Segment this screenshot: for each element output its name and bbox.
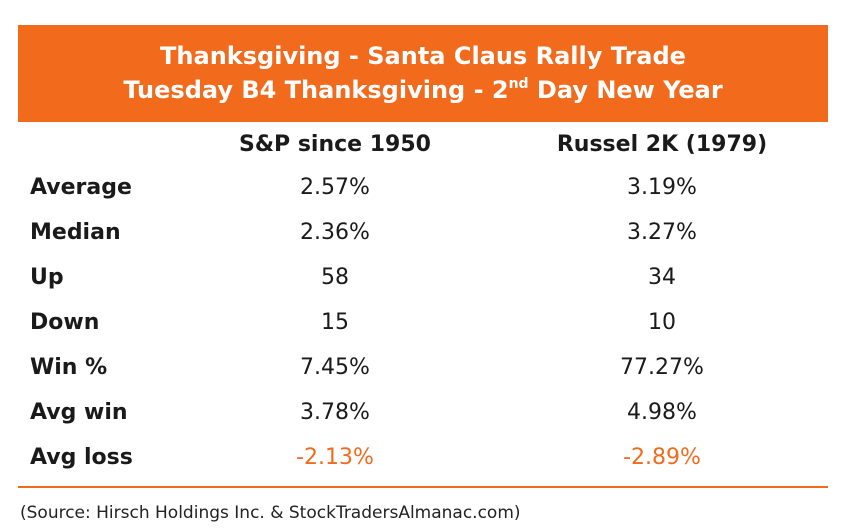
row-label: Win % xyxy=(30,355,108,380)
title-superscript: nd xyxy=(508,76,529,92)
cell-value: 58 xyxy=(321,265,349,290)
row-label: Up xyxy=(30,265,64,290)
cell-value: 10 xyxy=(648,310,676,335)
title-banner: Thanksgiving - Santa Claus Rally Trade T… xyxy=(18,25,828,122)
cell-value: 3.78% xyxy=(300,400,370,425)
title-text: Day New Year xyxy=(528,76,723,104)
cell-value: 15 xyxy=(321,310,349,335)
title-line: Thanksgiving - Santa Claus Rally Trade xyxy=(160,42,686,70)
column-header: S&P since 1950 xyxy=(239,132,431,157)
cell-value: -2.13% xyxy=(296,445,374,470)
column-header: Russel 2K (1979) xyxy=(556,132,768,157)
cell-value: -2.89% xyxy=(623,445,701,470)
cell-value: 3.27% xyxy=(627,220,697,245)
cell-value: 2.57% xyxy=(300,175,370,200)
title-text: Tuesday B4 Thanksgiving - 2 xyxy=(123,76,509,104)
cell-value: 77.27% xyxy=(620,355,704,380)
source-note: (Source: Hirsch Holdings Inc. & StockTra… xyxy=(20,503,521,523)
row-label: Avg win xyxy=(30,400,128,425)
row-label: Median xyxy=(30,220,121,245)
row-label: Avg loss xyxy=(30,445,133,470)
cell-value: 4.98% xyxy=(627,400,697,425)
row-label: Down xyxy=(30,310,100,335)
cell-value: 2.36% xyxy=(300,220,370,245)
divider xyxy=(18,486,828,488)
cell-value: 3.19% xyxy=(627,175,697,200)
cell-value: 34 xyxy=(648,265,676,290)
title-line: Tuesday B4 Thanksgiving - 2nd Day New Ye… xyxy=(18,73,828,107)
row-label: Average xyxy=(30,175,132,200)
cell-value: 7.45% xyxy=(300,355,370,380)
